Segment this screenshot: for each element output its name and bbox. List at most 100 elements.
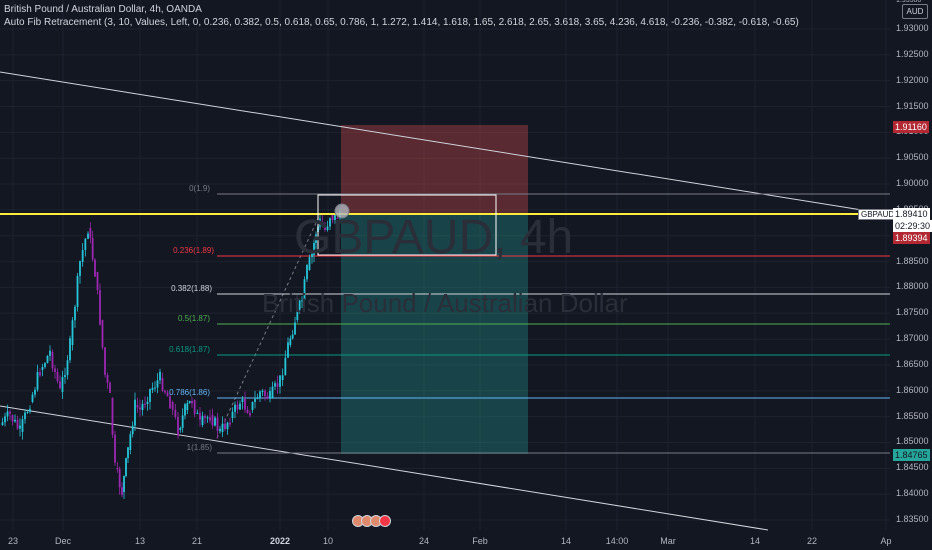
chart-title[interactable]: British Pound / Australian Dollar, 4h, O…	[4, 4, 202, 15]
time-tick-label: 14	[749, 536, 761, 546]
fib-level-label: 0.5(1.87)	[177, 314, 210, 323]
fib-level-label: 0.618(1.87)	[169, 345, 210, 354]
price-tick-label: 1.84000	[896, 488, 929, 499]
candle-body	[34, 389, 36, 395]
candle-body	[329, 218, 331, 227]
candle-body	[121, 487, 123, 496]
lower-price-tag: 1.84765	[893, 449, 930, 461]
candle-body	[251, 401, 254, 410]
fib-level-label: 0(1.9)	[189, 184, 210, 193]
candle-body	[125, 458, 127, 477]
candle-body	[266, 395, 269, 399]
candle-body	[6, 411, 9, 417]
candle-body	[276, 383, 279, 387]
candle-body	[186, 403, 189, 410]
candle-body	[284, 357, 287, 376]
stop-price-tag: 1.89394	[893, 232, 930, 244]
fib-level-label: 0.236(1.89)	[173, 246, 214, 255]
candle-body	[259, 391, 261, 399]
candle-body	[49, 350, 51, 356]
candle-body	[109, 382, 111, 393]
candle-body	[87, 233, 89, 239]
candle-body	[269, 391, 271, 399]
candle-body	[261, 390, 264, 392]
last-price-tag: 1.89410	[893, 208, 930, 220]
candle-body	[99, 290, 101, 325]
time-tick-label: 22	[806, 536, 818, 546]
candle-body	[116, 468, 119, 470]
candle-body	[127, 447, 129, 459]
candle-body	[89, 228, 92, 238]
candle-body	[254, 398, 256, 402]
candle-body	[184, 404, 186, 416]
risk-reward-zones	[341, 125, 528, 454]
candle-body	[169, 396, 171, 409]
candle-body	[129, 434, 132, 450]
candle-body	[331, 215, 334, 221]
currency-button[interactable]: AUD	[902, 4, 928, 19]
candle-body	[16, 419, 19, 429]
candle-body	[264, 390, 266, 396]
profit-zone	[341, 214, 528, 454]
indicator-label[interactable]: Auto Fib Retracement (3, 10, Values, Lef…	[4, 17, 799, 28]
candle-body	[209, 417, 211, 421]
candle-body	[326, 226, 329, 230]
candle-body	[146, 401, 149, 405]
candle-body	[244, 398, 246, 410]
candle-body	[139, 407, 141, 410]
cursor-marker	[334, 203, 350, 219]
candle-body	[224, 423, 226, 430]
event-icon[interactable]	[379, 515, 391, 527]
candle-body	[31, 394, 34, 402]
time-tick-label: 14	[560, 536, 572, 546]
candle-body	[229, 422, 231, 425]
price-tick-label: 1.93000	[896, 23, 929, 33]
candle-body	[221, 423, 224, 432]
candle-body	[313, 242, 315, 255]
time-tick-label: Mar	[660, 536, 676, 546]
candle-body	[96, 272, 99, 291]
candle-body	[41, 366, 44, 370]
candle-body	[54, 368, 56, 372]
candle-body	[71, 320, 74, 345]
candle-body	[301, 300, 303, 302]
candle-body	[76, 275, 79, 307]
candle-body	[66, 360, 69, 376]
economic-events[interactable]	[352, 515, 391, 527]
candle-body	[74, 306, 76, 321]
candle-body	[29, 408, 31, 412]
candle-body	[1, 422, 4, 425]
candle-body	[206, 417, 209, 419]
candle-body	[56, 371, 59, 382]
time-tick-label: 14:00	[605, 536, 629, 546]
candle-body	[274, 383, 276, 387]
time-tick-label: 10	[322, 536, 334, 546]
candle-body	[319, 218, 321, 227]
candle-body	[281, 375, 284, 380]
loss-zone	[341, 125, 528, 214]
candle-body	[149, 389, 151, 402]
candle-body	[79, 261, 81, 276]
upper-trend-line	[0, 71, 863, 211]
candle-body	[36, 372, 39, 390]
candle-body	[246, 409, 249, 414]
candle-body	[211, 415, 214, 426]
candle-body	[236, 404, 239, 410]
candle-body	[294, 322, 296, 335]
price-tick-label: 1.90000	[896, 178, 929, 189]
time-tick-label: 13	[134, 536, 146, 546]
candle-body	[26, 411, 29, 413]
countdown-tag: 02:29:30	[893, 220, 932, 232]
candle-body	[188, 400, 191, 404]
candle-body	[106, 375, 109, 383]
time-tick-label: Ap	[880, 536, 892, 546]
price-tick-label: 1.84500	[896, 462, 929, 473]
candle-body	[226, 422, 229, 430]
price-tick-label: 1.85000	[896, 436, 929, 447]
candle-body	[287, 342, 289, 358]
candle-body	[306, 265, 308, 280]
candle-body	[336, 218, 339, 219]
time-tick-label: Feb	[472, 536, 488, 546]
fib-level-label: 0.382(1.88)	[171, 284, 212, 293]
